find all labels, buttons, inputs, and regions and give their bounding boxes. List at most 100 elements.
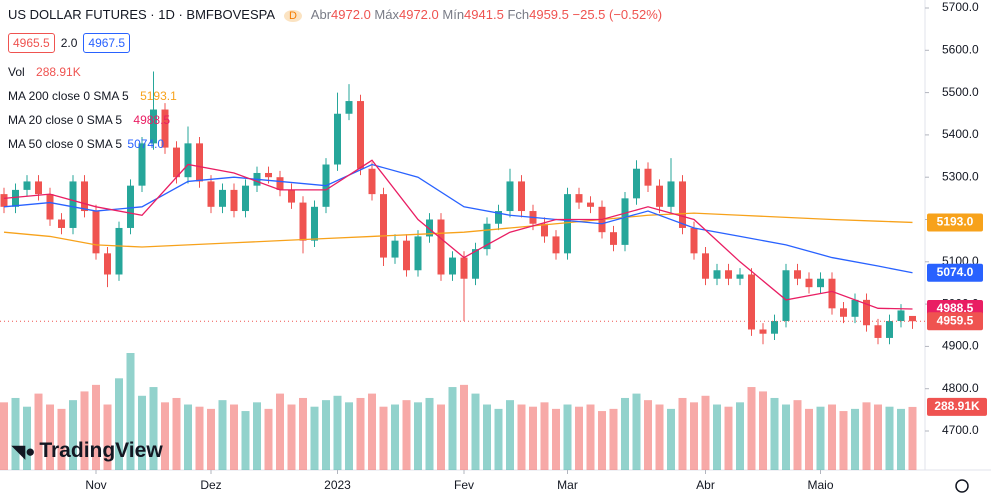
- volume-bar: [460, 384, 468, 470]
- candle-body: [909, 315, 916, 322]
- price-badge: [927, 312, 983, 331]
- volume-bar: [598, 411, 606, 470]
- candle-body: [874, 325, 882, 338]
- ask[interactable]: 4967.5: [83, 33, 131, 53]
- legend-name: Vol: [8, 65, 25, 79]
- candle-body: [506, 181, 514, 212]
- candle-body: [518, 181, 525, 212]
- volume-bar: [494, 408, 503, 470]
- volume-bar: [391, 404, 399, 470]
- candle-body: [863, 299, 870, 326]
- spread: 2.0: [60, 36, 78, 50]
- candle-body: [460, 257, 468, 279]
- volume-bar: [92, 384, 100, 470]
- volume-bar: [437, 404, 445, 470]
- legend-item: MA 50 close 0 SMA 5 5074.0: [8, 137, 164, 151]
- candle-body: [679, 181, 686, 228]
- volume-bar: [161, 402, 169, 470]
- close-value: 4959.5: [529, 7, 569, 22]
- legend-value: 5074.0: [127, 137, 165, 151]
- low-label: Mín: [442, 7, 465, 22]
- volume-bar: [299, 397, 307, 470]
- volume-bar: [425, 397, 434, 470]
- candle-body: [391, 240, 399, 258]
- volume-bar: [264, 408, 273, 470]
- candle-body: [380, 194, 387, 258]
- candle-body: [403, 240, 410, 271]
- y-tick-label: 5400.0: [942, 127, 979, 141]
- price-badge: [927, 213, 983, 232]
- y-tick-label: 5500.0: [942, 85, 979, 99]
- candle-body: [311, 206, 318, 241]
- volume-bar: [138, 395, 146, 470]
- candle-body: [794, 270, 801, 279]
- volume-bar: [908, 406, 917, 470]
- moving-average: [3, 159, 913, 310]
- legend-item: MA 20 close 0 SMA 5 4988.5: [8, 113, 170, 127]
- candle-body: [621, 198, 629, 245]
- x-tick-label: Mar: [557, 478, 578, 492]
- candle-body: [334, 113, 341, 165]
- candle-body: [437, 219, 445, 275]
- volume-bar: [552, 408, 560, 470]
- volume-bar: [575, 406, 583, 470]
- volume-bar: [828, 404, 836, 470]
- candle-body: [633, 168, 640, 199]
- candle-body: [483, 223, 491, 250]
- volume-bar: [57, 408, 66, 470]
- candle-body: [161, 109, 169, 148]
- volume-bar: [897, 408, 905, 470]
- candle-body: [196, 143, 203, 182]
- volume-bar: [379, 406, 388, 470]
- interval-badge[interactable]: D: [283, 10, 302, 22]
- volume-bar: [851, 408, 859, 470]
- symbol-title: US DOLLAR FUTURES · 1D · BMFBOVESPA: [8, 7, 275, 22]
- volume-bar: [816, 406, 825, 470]
- candle-body: [12, 189, 19, 207]
- candle-body: [851, 299, 859, 317]
- candle-body: [771, 321, 778, 334]
- candle-body: [173, 147, 180, 178]
- volume-bar: [195, 406, 204, 470]
- candle-body: [207, 181, 215, 207]
- candle-body: [564, 194, 571, 254]
- y-tick-label: 4800.0: [942, 381, 979, 395]
- volume-bar: [885, 406, 894, 470]
- volume-bar: [253, 402, 261, 470]
- candle-body: [23, 181, 31, 190]
- volume-bar: [276, 393, 284, 470]
- bid[interactable]: 4965.5: [8, 33, 55, 53]
- price-badge: [927, 263, 983, 282]
- legend-name: MA 20 close 0 SMA 5: [8, 113, 123, 127]
- volume-bar: [862, 402, 871, 470]
- candle-body: [92, 211, 100, 254]
- volume-bar: [115, 378, 123, 470]
- change: −25.5 (−0.52%): [572, 7, 663, 22]
- candle-body: [138, 143, 146, 186]
- volume-bar: [471, 393, 480, 470]
- volume-bar: [690, 402, 698, 470]
- x-tick-label: 2023: [324, 478, 351, 492]
- candle-body: [782, 270, 790, 322]
- volume-bar: [540, 402, 549, 470]
- x-tick-label: Fev: [454, 478, 474, 492]
- candle-body: [299, 202, 307, 241]
- volume-bar: [759, 391, 767, 470]
- volume-bar: [678, 397, 687, 470]
- y-tick-label: 5700.0: [942, 0, 979, 14]
- low-value: 4941.5: [464, 7, 504, 22]
- high-label: Máx: [374, 7, 399, 22]
- volume-bar: [368, 393, 376, 470]
- y-tick-label: 5600.0: [942, 42, 979, 56]
- volume-bar: [80, 391, 89, 470]
- volume-bar: [874, 404, 882, 470]
- volume-bar: [310, 406, 319, 470]
- legend-value: 4988.5: [133, 113, 171, 127]
- volume-bar: [230, 404, 238, 470]
- candle-body: [886, 321, 893, 338]
- header: US DOLLAR FUTURES · 1D · BMFBOVESPA D Ab…: [8, 7, 662, 22]
- high-value: 4972.0: [398, 7, 439, 22]
- candle-body: [552, 236, 560, 254]
- candle-body: [230, 189, 238, 212]
- volume-bar: [11, 397, 20, 470]
